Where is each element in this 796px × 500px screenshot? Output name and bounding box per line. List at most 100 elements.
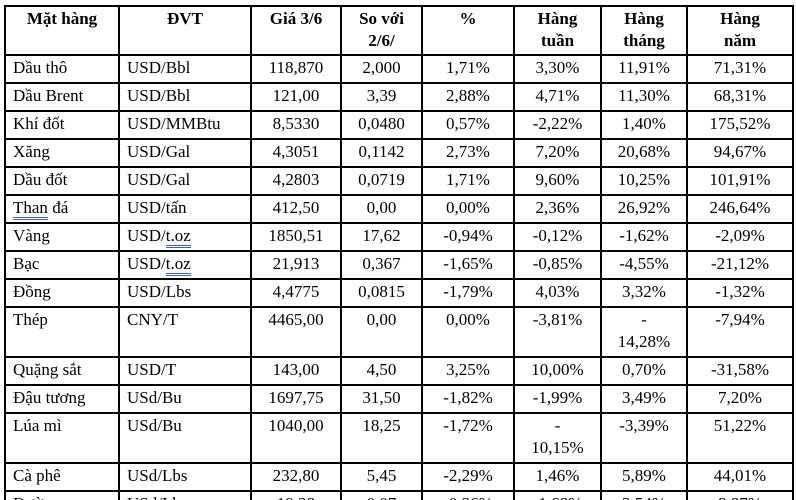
cell-text: USD/ bbox=[127, 254, 166, 273]
table-row: Than đá USD/tấn 412,50 0,00 0,00% 2,36% 26,92%… bbox=[4, 194, 794, 224]
percent-cell: 2,88% bbox=[421, 82, 515, 112]
header-weekly: Hàng tuần bbox=[513, 5, 602, 56]
table-row: Vàng USD/t.oz 1850,51 17,62 -0,94% -0,12% -1,6… bbox=[4, 222, 794, 252]
unit-cell: USD/tấn bbox=[118, 194, 252, 224]
unit-cell: USD/t.oz bbox=[118, 250, 252, 280]
percent-cell: 0,57% bbox=[421, 110, 515, 140]
table-row: Quặng sắt USD/T 143,00 4,50 3,25% 10,00% 0,70%… bbox=[4, 355, 794, 386]
item-cell: Dầu Brent bbox=[4, 82, 120, 112]
unit-cell: USD/T bbox=[118, 355, 252, 386]
yearly-cell: 8,87% bbox=[686, 489, 794, 500]
change-cell: 0,0719 bbox=[340, 166, 423, 196]
weekly-cell: -2,22% bbox=[513, 110, 602, 140]
item-cell: Đường bbox=[4, 489, 120, 500]
yearly-cell: -1,32% bbox=[686, 278, 794, 308]
unit-cell: USD/Gal bbox=[118, 138, 252, 168]
header-monthly: Hàng tháng bbox=[600, 5, 688, 56]
table-row: Lúa mì USd/Bu 1040,00 18,25 -1,72% - 10,15% -3… bbox=[4, 411, 794, 464]
weekly-cell: - 10,15% bbox=[513, 411, 602, 464]
percent-cell: -1,72% bbox=[421, 411, 515, 464]
unit-cell: CNY/T bbox=[118, 306, 252, 358]
weekly-cell: -0,85% bbox=[513, 250, 602, 280]
item-cell: Đậu tương bbox=[4, 383, 120, 414]
change-cell: 5,45 bbox=[340, 461, 423, 492]
percent-cell: -1,82% bbox=[421, 383, 515, 414]
item-cell: Bạc bbox=[4, 250, 120, 280]
change-cell: 18,25 bbox=[340, 411, 423, 464]
weekly-cell: 2,36% bbox=[513, 194, 602, 224]
weekly-cell: 3,30% bbox=[513, 54, 602, 84]
yearly-cell: 94,67% bbox=[686, 138, 794, 168]
monthly-cell: - 14,28% bbox=[600, 306, 688, 358]
change-cell: 0,367 bbox=[340, 250, 423, 280]
percent-cell: 0,00% bbox=[421, 194, 515, 224]
price-cell: 8,5330 bbox=[250, 110, 342, 140]
unit-cell: USD/Bbl bbox=[118, 82, 252, 112]
unit-cell: USD/Lbs bbox=[118, 278, 252, 308]
header-unit: ĐVT bbox=[118, 5, 252, 56]
price-cell: 118,870 bbox=[250, 54, 342, 84]
table-row: ĐườngUSd/Lbs19,280,07-0,36%-1,68%3,54%8,… bbox=[4, 489, 794, 500]
table-row: Xăng USD/Gal 4,3051 0,1142 2,73% 7,20% 20,68% 9… bbox=[4, 138, 794, 168]
cell-text: USD/ bbox=[127, 226, 166, 245]
table-row: Thép CNY/T 4465,00 0,00 0,00% -3,81% - 14,28% -… bbox=[4, 306, 794, 358]
yearly-cell: -2,09% bbox=[686, 222, 794, 252]
item-cell: Đồng bbox=[4, 278, 120, 308]
table-body: Dầu thô USD/Bbl 118,870 2,000 1,71% 3,30% 11,9… bbox=[4, 54, 794, 500]
weekly-cell: -0,12% bbox=[513, 222, 602, 252]
unit-cell: USd/Bu bbox=[118, 411, 252, 464]
percent-cell: 1,71% bbox=[421, 166, 515, 196]
change-cell: 3,39 bbox=[340, 82, 423, 112]
table-row: Dầu thô USD/Bbl 118,870 2,000 1,71% 3,30% 11,9… bbox=[4, 54, 794, 84]
item-cell: Khí đốt bbox=[4, 110, 120, 140]
weekly-cell: -1,68% bbox=[513, 489, 602, 500]
header-change: So với 2/6/ bbox=[340, 5, 423, 56]
price-cell: 412,50 bbox=[250, 194, 342, 224]
item-cell: Vàng bbox=[4, 222, 120, 252]
monthly-cell: -1,62% bbox=[600, 222, 688, 252]
price-cell: 19,28 bbox=[250, 489, 342, 500]
item-cell: Lúa mì bbox=[4, 411, 120, 464]
price-cell: 1040,00 bbox=[250, 411, 342, 464]
grammar-check-underline: t.oz bbox=[165, 254, 191, 276]
price-cell: 143,00 bbox=[250, 355, 342, 386]
percent-cell: 1,71% bbox=[421, 54, 515, 84]
unit-cell: USD/t.oz bbox=[118, 222, 252, 252]
percent-cell: -0,36% bbox=[421, 489, 515, 500]
change-cell: 0,1142 bbox=[340, 138, 423, 168]
monthly-cell: 0,70% bbox=[600, 355, 688, 386]
price-cell: 4465,00 bbox=[250, 306, 342, 358]
item-cell: Xăng bbox=[4, 138, 120, 168]
weekly-cell: -3,81% bbox=[513, 306, 602, 358]
percent-cell: 0,00% bbox=[421, 306, 515, 358]
grammar-check-underline: Than bbox=[13, 198, 48, 220]
price-cell: 1850,51 bbox=[250, 222, 342, 252]
change-cell: 4,50 bbox=[340, 355, 423, 386]
weekly-cell: 9,60% bbox=[513, 166, 602, 196]
monthly-cell: 3,49% bbox=[600, 383, 688, 414]
price-cell: 4,4775 bbox=[250, 278, 342, 308]
price-cell: 1697,75 bbox=[250, 383, 342, 414]
monthly-cell: 11,91% bbox=[600, 54, 688, 84]
weekly-cell: 4,03% bbox=[513, 278, 602, 308]
header-yearly: Hàng năm bbox=[686, 5, 794, 56]
percent-cell: -0,94% bbox=[421, 222, 515, 252]
yearly-cell: 175,52% bbox=[686, 110, 794, 140]
price-cell: 232,80 bbox=[250, 461, 342, 492]
commodity-price-table: Mặt hàng ĐVT Giá 3/6 So với 2/6/ % Hàng … bbox=[4, 5, 794, 500]
cell-text: đá bbox=[47, 198, 69, 217]
item-cell: Cà phê bbox=[4, 461, 120, 492]
table-row: Bạc USD/t.oz 21,913 0,367 -1,65% -0,85% -4,55%… bbox=[4, 250, 794, 280]
weekly-cell: 7,20% bbox=[513, 138, 602, 168]
header-row: Mặt hàng ĐVT Giá 3/6 So với 2/6/ % Hàng … bbox=[4, 5, 794, 56]
item-cell: Quặng sắt bbox=[4, 355, 120, 386]
grammar-check-underline: t.oz bbox=[165, 226, 191, 248]
price-cell: 21,913 bbox=[250, 250, 342, 280]
monthly-cell: 1,40% bbox=[600, 110, 688, 140]
yearly-cell: -7,94% bbox=[686, 306, 794, 358]
monthly-cell: 11,30% bbox=[600, 82, 688, 112]
monthly-cell: -4,55% bbox=[600, 250, 688, 280]
monthly-cell: 3,32% bbox=[600, 278, 688, 308]
unit-cell: USD/Bbl bbox=[118, 54, 252, 84]
percent-cell: -1,79% bbox=[421, 278, 515, 308]
